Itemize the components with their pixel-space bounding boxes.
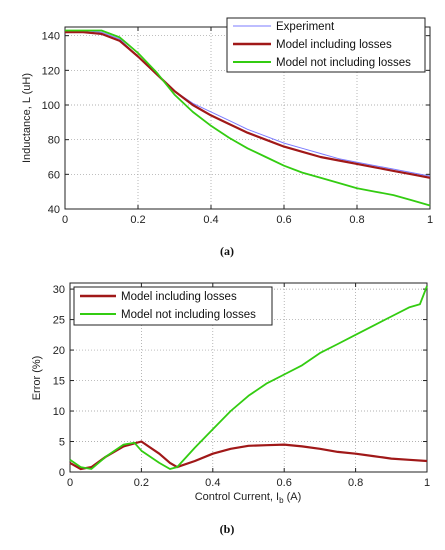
chart-b-x-axis-label-subscript: b: [279, 496, 284, 505]
chart-a-series-line-1: [65, 31, 431, 179]
chart-b-y-tick-label: 5: [59, 437, 65, 449]
chart-b-y-tick-label: 0: [59, 467, 65, 479]
chart-b-y-axis-label: Error (%): [31, 356, 43, 401]
chart-b-y-tick-label: 10: [53, 406, 65, 418]
chart-b-series-line-1: [69, 285, 428, 470]
chart-b-y-tick-label: 20: [53, 345, 65, 357]
chart-b-y-ticks: 0 5 10 15 20 25 30: [53, 284, 427, 479]
chart-b-legend-box: [73, 286, 273, 326]
chart-b-x-axis-label: Control Current, Ib (A): [195, 491, 302, 505]
chart-b-legend-label-model-losses: Model including losses: [121, 291, 237, 303]
chart-a-x-tick-label: 0.6: [276, 214, 291, 226]
chart-b-series: [69, 285, 428, 471]
chart-a: 0 0.2 0.4 0.6 0.8 1 40 60 80 100 120 140 Inductanc…: [21, 17, 433, 258]
chart-b: 0 0.2 0.4 0.6 0.8 1 0 5 10 15 20 25 30 Error (%) Co…: [31, 282, 430, 536]
chart-a-x-ticks: 0 0.2 0.4 0.6 0.8 1: [62, 27, 433, 226]
chart-b-y-tick-label: 25: [53, 315, 65, 327]
chart-a-x-tick-label: 0.2: [130, 214, 145, 226]
chart-a-caption: (a): [220, 244, 234, 258]
chart-a-y-tick-label: 100: [42, 100, 60, 112]
chart-a-series: [65, 29, 431, 207]
chart-a-x-tick-label: 1: [427, 214, 433, 226]
chart-b-x-tick-label: 1: [424, 477, 430, 489]
chart-a-legend-label-experiment: Experiment: [276, 21, 335, 33]
chart-b-x-axis-label-rest: (A): [284, 491, 302, 503]
chart-a-series-line-2: [65, 29, 431, 207]
chart-a-y-tick-label: 140: [42, 31, 60, 43]
chart-a-y-tick-label: 40: [48, 204, 60, 216]
chart-b-x-tick-label: 0: [67, 477, 73, 489]
chart-b-legend-label-model-no-losses: Model not including losses: [121, 309, 256, 321]
chart-a-y-tick-label: 120: [42, 65, 60, 77]
chart-a-legend: Experiment Model including losses Model …: [226, 17, 426, 73]
chart-a-y-ticks: 40 60 80 100 120 140: [42, 31, 430, 216]
chart-b-x-tick-label: 0.6: [277, 477, 292, 489]
chart-b-x-axis-label-text: Control Current, I: [195, 491, 279, 503]
chart-b-caption: (b): [220, 522, 235, 536]
chart-a-y-axis-label: Inductance, L (uH): [21, 73, 33, 163]
chart-a-x-tick-label: 0.8: [349, 214, 364, 226]
chart-b-x-tick-label: 0.2: [134, 477, 149, 489]
chart-b-y-tick-label: 15: [53, 376, 65, 388]
chart-a-y-tick-label: 80: [48, 135, 60, 147]
chart-a-legend-label-model-no-losses: Model not including losses: [276, 57, 411, 69]
chart-a-y-tick-label: 60: [48, 169, 60, 181]
chart-a-legend-label-model-losses: Model including losses: [276, 39, 392, 51]
chart-b-x-ticks: 0 0.2 0.4 0.6 0.8 1: [67, 283, 430, 489]
chart-b-legend: Model including losses Model not includi…: [73, 286, 273, 326]
chart-a-x-tick-label: 0: [62, 214, 68, 226]
chart-a-x-tick-label: 0.4: [203, 214, 218, 226]
chart-b-y-tick-label: 30: [53, 284, 65, 296]
chart-b-grid: [70, 283, 427, 472]
chart-b-x-tick-label: 0.8: [348, 477, 363, 489]
chart-b-series-line-0: [69, 440, 428, 471]
chart-b-x-tick-label: 0.4: [205, 477, 220, 489]
